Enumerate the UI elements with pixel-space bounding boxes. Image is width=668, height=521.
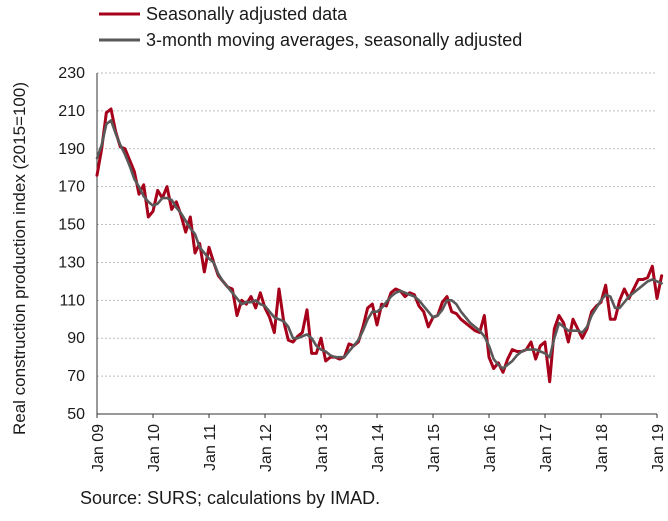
y-axis-label: Real construction production index (2015…	[10, 82, 29, 435]
y-tick-label-110: 110	[59, 292, 85, 309]
series-line-moving-average	[95, 119, 663, 370]
grid-lines	[97, 72, 657, 377]
legend: Seasonally adjusted data 3-month moving …	[99, 4, 522, 50]
y-tick-label-230: 230	[58, 65, 85, 82]
y-tick-label-190: 190	[58, 141, 85, 158]
x-tick-label: Jan 14	[370, 424, 387, 472]
x-tick-label: Jan 17	[538, 424, 555, 472]
x-tick-label: Jan 19	[650, 424, 667, 472]
y-tick-label-130: 130	[58, 254, 85, 271]
x-tick-label: Jan 13	[314, 424, 331, 472]
x-tick-label: Jan 15	[426, 424, 443, 472]
series-lines	[95, 107, 664, 384]
y-tick-label-150: 150	[58, 217, 85, 234]
y-tick-label-170: 170	[58, 179, 85, 196]
legend-label-moving-average: 3-month moving averages, seasonally adju…	[146, 30, 522, 50]
x-tick-label: Jan 16	[482, 424, 499, 472]
x-tick-label: Jan 18	[594, 424, 611, 472]
x-tick-label: Jan 09	[90, 424, 107, 472]
source-note: Source: SURS; calculations by IMAD.	[80, 488, 381, 508]
x-tick-label: Jan 10	[146, 424, 163, 472]
axes	[96, 73, 658, 418]
y-tick-label-90: 90	[67, 330, 85, 347]
x-tick-labels: Jan 09 Jan 10 Jan 11 Jan 12 Jan 13 Jan 14 Jan …	[90, 424, 667, 472]
series-line-seasonally-adjusted	[95, 107, 664, 384]
y-tick-labels: 50 70 90 110 130 150 170 190 210 230	[58, 65, 85, 423]
y-tick-label-210: 210	[58, 103, 85, 120]
y-tick-label-70: 70	[67, 368, 85, 385]
x-tick-label: Jan 12	[258, 424, 275, 472]
legend-label-seasonally-adjusted: Seasonally adjusted data	[146, 4, 348, 24]
y-tick-label-50: 50	[67, 406, 85, 423]
x-tick-label: Jan 11	[202, 424, 219, 471]
